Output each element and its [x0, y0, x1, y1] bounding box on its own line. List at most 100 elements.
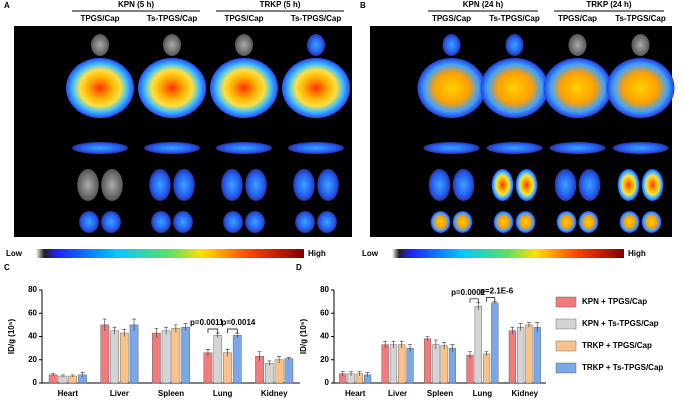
- legend-swatch: [555, 296, 577, 308]
- error-bar: [476, 302, 481, 310]
- scale-low: Low: [362, 249, 379, 258]
- organ-image: [578, 169, 601, 201]
- error-bar: [340, 371, 345, 377]
- error-bar: [286, 357, 291, 360]
- organ-image: [631, 34, 650, 56]
- x-tick-label: Spleen: [158, 389, 184, 398]
- y-axis-label: ID/g (10⁵): [7, 319, 16, 355]
- error-bar: [399, 340, 404, 349]
- organ-image: [452, 211, 473, 233]
- row-label: Heart: [24, 40, 45, 49]
- organ-image: [515, 169, 538, 201]
- bar: [161, 330, 171, 384]
- organ-image: [556, 211, 577, 233]
- organ-image: [72, 142, 128, 154]
- organ-image: [173, 169, 195, 201]
- panel-label: B: [360, 1, 366, 10]
- group-title: TRKP (24 h): [586, 0, 632, 9]
- error-bar: [277, 355, 282, 364]
- error-bar: [154, 328, 159, 338]
- legend-swatch: [555, 318, 577, 330]
- organ-image: [617, 169, 640, 201]
- organ-image: [317, 169, 339, 201]
- error-bar: [442, 342, 447, 350]
- column-label: TPGS/Cap: [432, 14, 471, 23]
- error-bar: [215, 332, 220, 338]
- bar: [100, 324, 110, 384]
- x-tick-label: Kidney: [261, 389, 288, 398]
- bar: [525, 324, 533, 384]
- y-tick-label: 40: [320, 332, 329, 341]
- organ-image: [549, 142, 606, 154]
- bar: [181, 327, 190, 384]
- organ-image: [428, 169, 451, 201]
- row-label: Spleen: [380, 143, 406, 152]
- organ-image: [163, 34, 181, 56]
- organ-image: [101, 211, 121, 233]
- organ-image: [79, 211, 99, 233]
- bar: [203, 352, 213, 384]
- annotation: p=0.0001: [451, 288, 486, 297]
- organ-image: [101, 169, 123, 201]
- error-bar: [102, 318, 107, 331]
- error-bar: [450, 344, 455, 352]
- column-label: Ts-TPGS/Cap: [615, 14, 666, 23]
- organ-image: [578, 211, 599, 233]
- error-bar: [518, 323, 523, 331]
- y-tick-label: 40: [28, 332, 37, 341]
- organ-image: [641, 211, 662, 233]
- column-label: Ts-TPGS/Cap: [147, 14, 198, 23]
- organ-image: [486, 142, 543, 154]
- legend-swatch: [555, 362, 577, 374]
- bar: [152, 332, 161, 384]
- panel-label: A: [4, 1, 10, 10]
- bar: [232, 335, 242, 384]
- error-bar: [408, 344, 413, 352]
- row-label: Spleen: [24, 143, 50, 152]
- significance-bracket: [486, 297, 496, 302]
- bar: [432, 344, 440, 384]
- row-label: Heart: [380, 40, 401, 49]
- bar: [517, 327, 525, 384]
- organ-image: [138, 58, 206, 118]
- error-bar: [425, 336, 430, 342]
- error-bar: [60, 374, 65, 378]
- bar: [119, 332, 129, 384]
- bar: [284, 358, 294, 384]
- x-tick-label: Lung: [473, 389, 493, 398]
- legend-label: TRKP + TPGS/Cap: [582, 341, 652, 350]
- error-bar: [467, 351, 472, 359]
- organ-image: [480, 58, 549, 118]
- organ-image: [288, 142, 344, 154]
- row-label: Kidney: [380, 217, 407, 226]
- organ-image: [417, 58, 486, 118]
- organ-image: [282, 58, 350, 118]
- organ-image: [221, 169, 243, 201]
- error-bar: [383, 340, 388, 349]
- error-bar: [51, 373, 56, 377]
- significance-bracket: [227, 328, 238, 334]
- organ-image: [295, 211, 315, 233]
- y-tick-label: 0: [325, 378, 330, 387]
- organ-image: [245, 211, 265, 233]
- bar: [171, 328, 181, 384]
- y-tick-label: 20: [28, 355, 37, 364]
- column-label: TPGS/Cap: [558, 14, 597, 23]
- error-bar: [349, 371, 354, 377]
- x-tick-label: Heart: [345, 389, 366, 398]
- color-scale: [36, 249, 304, 258]
- bar: [213, 335, 223, 384]
- organ-image: [423, 142, 480, 154]
- bar: [474, 306, 482, 384]
- row-label: Lung: [24, 180, 44, 189]
- error-bar: [112, 326, 117, 335]
- image-background: [14, 26, 352, 237]
- y-axis-label: ID/g (10⁵): [299, 319, 308, 355]
- organ-image: [568, 34, 587, 56]
- bar: [448, 347, 457, 384]
- bar: [423, 338, 432, 384]
- bar: [110, 330, 119, 384]
- organ-image: [619, 211, 640, 233]
- organ-image: [606, 58, 675, 118]
- group-title: TRKP (5 h): [260, 0, 301, 9]
